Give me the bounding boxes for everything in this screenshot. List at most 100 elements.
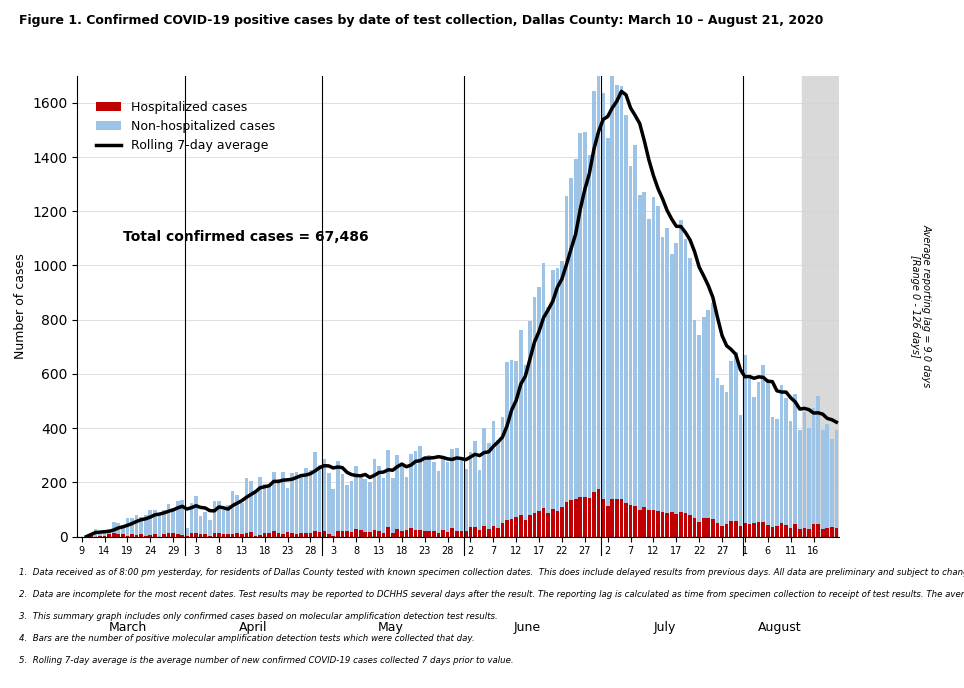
Bar — [409, 454, 413, 528]
Bar — [793, 524, 797, 537]
Bar — [227, 534, 229, 537]
Bar — [547, 513, 550, 537]
Bar — [258, 477, 262, 535]
Bar — [505, 362, 509, 520]
Bar — [203, 534, 207, 537]
Bar — [423, 531, 426, 537]
Bar — [642, 193, 646, 507]
Bar — [565, 195, 569, 502]
Bar — [272, 531, 276, 537]
Bar — [350, 481, 354, 532]
Bar — [140, 517, 143, 534]
Bar — [825, 528, 829, 537]
Bar — [121, 534, 124, 537]
Bar — [660, 237, 664, 512]
Bar — [748, 376, 751, 524]
Bar — [363, 480, 367, 532]
Bar — [281, 472, 284, 534]
Bar — [766, 379, 769, 525]
Bar — [624, 115, 628, 503]
Bar — [359, 475, 362, 530]
Bar — [130, 534, 134, 537]
Legend: Hospitalized cases, Non-hospitalized cases, Rolling 7-day average: Hospitalized cases, Non-hospitalized cas… — [91, 96, 281, 158]
Bar — [707, 518, 710, 537]
Bar — [89, 533, 93, 534]
Bar — [148, 535, 152, 537]
Bar — [711, 519, 714, 537]
Bar — [112, 533, 116, 537]
Bar — [730, 361, 733, 521]
Bar — [437, 471, 441, 533]
Bar — [812, 524, 816, 537]
Bar — [730, 521, 733, 537]
Text: 1.  Data received as of 8:00 pm yesterday, for residents of Dallas County tested: 1. Data received as of 8:00 pm yesterday… — [19, 568, 964, 577]
Bar — [130, 518, 134, 534]
Bar — [263, 533, 266, 537]
Bar — [542, 263, 546, 508]
Bar — [295, 471, 299, 534]
Bar — [355, 466, 358, 528]
Bar — [304, 469, 308, 533]
Bar — [112, 522, 116, 533]
Bar — [519, 330, 522, 515]
Bar — [624, 503, 628, 537]
Bar — [656, 206, 659, 511]
Bar — [469, 452, 472, 526]
Bar — [103, 530, 106, 536]
Bar — [190, 533, 194, 537]
Bar — [227, 505, 229, 534]
Bar — [675, 243, 678, 514]
Bar — [565, 502, 569, 537]
Bar — [683, 239, 687, 513]
Bar — [528, 321, 532, 515]
Bar — [125, 518, 129, 537]
Bar — [368, 482, 372, 532]
Text: Average reporting lag = 9.0 days
[Range 0 - 126 days]: Average reporting lag = 9.0 days [Range … — [910, 224, 931, 388]
Bar — [583, 132, 587, 497]
Bar — [523, 365, 527, 519]
Bar — [738, 415, 742, 526]
Bar — [642, 507, 646, 537]
Text: 2.  Data are incomplete for the most recent dates. Test results may be reported : 2. Data are incomplete for the most rece… — [19, 590, 964, 599]
Bar — [373, 530, 376, 537]
Bar — [492, 526, 495, 537]
Text: May: May — [378, 621, 403, 634]
Bar — [820, 528, 824, 537]
Bar — [757, 522, 761, 537]
Bar — [578, 497, 582, 537]
Bar — [180, 499, 184, 535]
Bar — [802, 76, 844, 537]
Bar — [217, 533, 221, 537]
Bar — [679, 512, 683, 537]
Bar — [208, 520, 211, 537]
Bar — [230, 491, 234, 534]
Bar — [574, 499, 577, 537]
Bar — [212, 533, 216, 537]
Bar — [313, 453, 317, 531]
Bar — [395, 455, 399, 529]
Bar — [752, 523, 756, 537]
Bar — [318, 533, 321, 537]
Bar — [235, 533, 239, 537]
Bar — [785, 525, 788, 537]
Bar — [418, 446, 422, 530]
Bar — [478, 471, 481, 530]
Bar — [350, 532, 354, 537]
Bar — [766, 525, 769, 537]
Bar — [258, 535, 262, 537]
Bar — [715, 378, 719, 524]
Text: 4.  Bars are the number of positive molecular amplification detection tests whic: 4. Bars are the number of positive molec… — [19, 634, 475, 643]
Bar — [798, 529, 802, 537]
Bar — [519, 515, 522, 537]
Bar — [770, 527, 774, 537]
Bar — [830, 528, 834, 537]
Bar — [574, 159, 577, 499]
Bar — [570, 178, 573, 500]
Bar — [162, 534, 166, 537]
Bar — [455, 448, 459, 531]
Bar — [336, 461, 339, 532]
Bar — [199, 534, 202, 537]
Bar — [610, 72, 614, 499]
Bar — [807, 529, 811, 537]
Bar — [464, 469, 468, 531]
